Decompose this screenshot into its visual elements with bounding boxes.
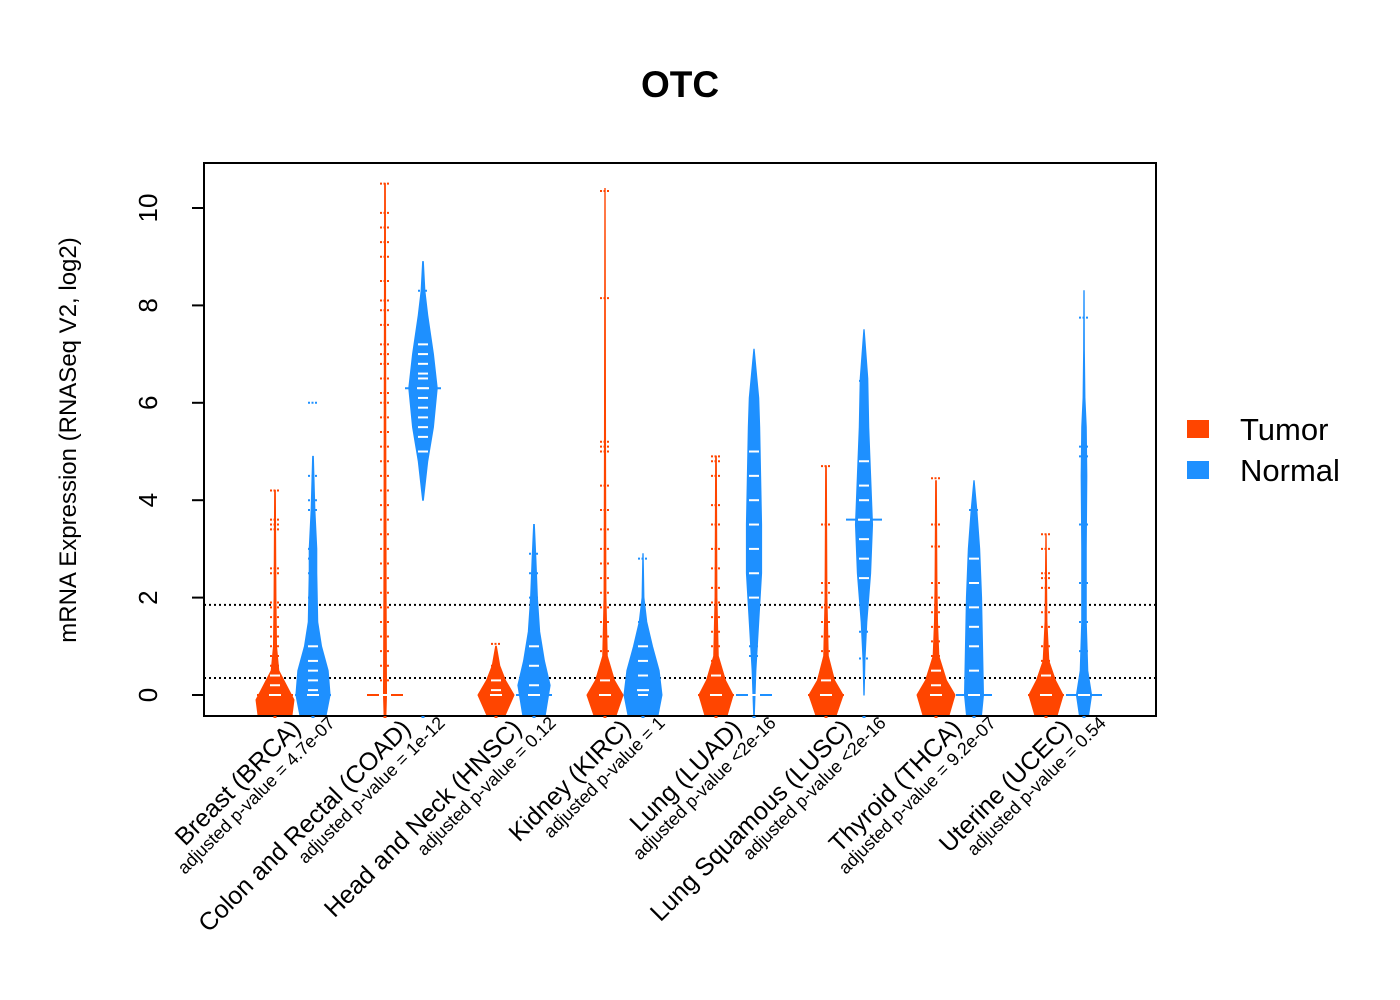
y-tick-label: 8 — [133, 298, 163, 312]
legend: Tumor Normal — [1187, 412, 1340, 488]
plot-frame — [203, 162, 1157, 717]
legend-label-tumor: Tumor — [1240, 412, 1328, 447]
legend-label-normal: Normal — [1240, 453, 1340, 488]
y-tick-label: 0 — [133, 688, 163, 702]
y-tick-label: 4 — [133, 493, 163, 507]
legend-swatch-tumor — [1187, 420, 1209, 438]
chart-title: OTC — [641, 64, 719, 105]
y-tick-label: 10 — [133, 194, 163, 223]
legend-swatch-normal — [1187, 461, 1209, 479]
y-tick-label: 6 — [133, 396, 163, 410]
y-tick-label: 2 — [133, 590, 163, 604]
y-axis-label: mRNA Expression (RNASeq V2, log2) — [55, 237, 82, 643]
